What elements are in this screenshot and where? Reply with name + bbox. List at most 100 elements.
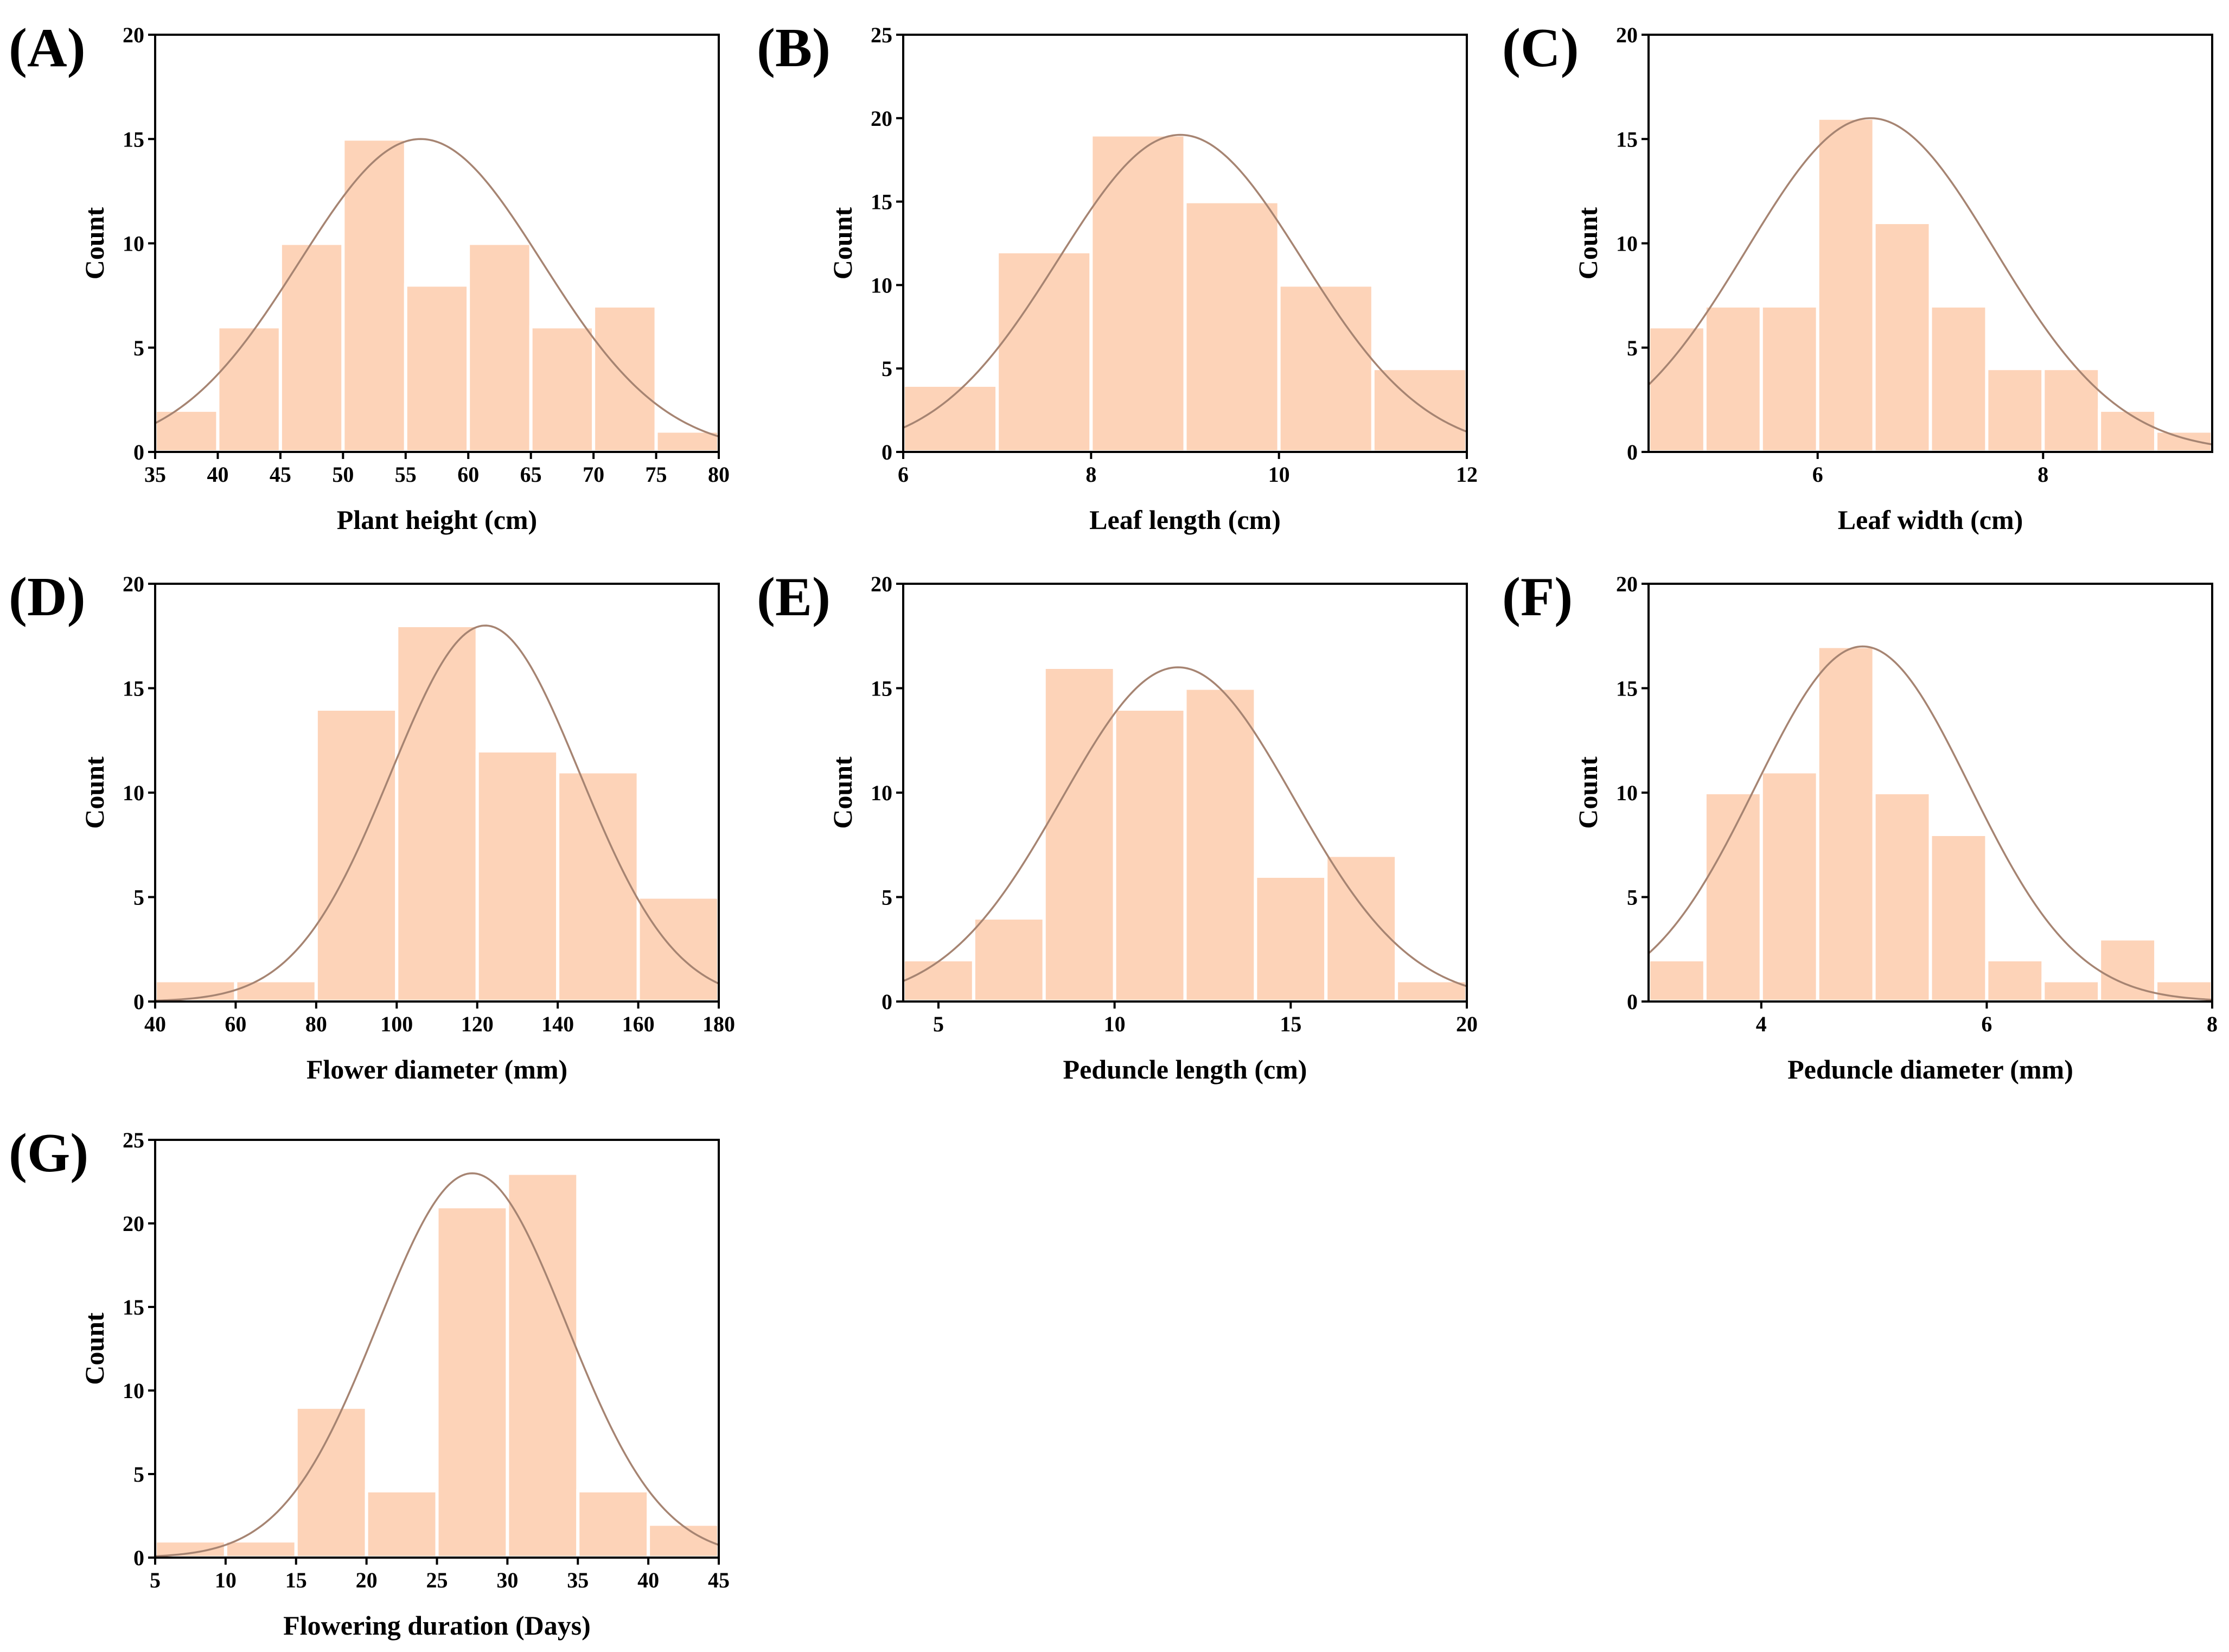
x-axis-title: Leaf width (cm) [1838,505,2023,535]
y-tick-label: 0 [1627,440,1638,464]
plot-frame [902,34,1468,453]
histogram-bar [1928,304,1989,454]
histogram-bar [341,137,407,454]
x-tick-label: 45 [708,1568,730,1592]
x-tick-label: 10 [1104,1012,1126,1036]
histogram-bar [1872,221,1932,454]
x-tick-label: 8 [1085,462,1096,487]
y-tick-label: 15 [871,677,892,701]
histogram-bar [1759,304,1819,454]
x-tick-label: 20 [1456,1012,1478,1036]
y-tick-label: 20 [123,1211,144,1236]
y-tick-label: 5 [882,356,892,381]
normal-fit-curve [155,138,719,438]
histogram-bar [1928,833,1989,1003]
histogram-bar [576,1489,650,1560]
x-tick-label: 6 [1981,1012,1992,1036]
histogram-bar [1395,979,1468,1003]
y-tick-label: 20 [123,23,144,47]
histogram-bar [154,409,220,454]
normal-fit-curve [155,1172,719,1558]
y-tick-label: 0 [133,1546,144,1570]
y-tick-label: 25 [871,23,892,47]
histogram-bar [2098,409,2158,454]
x-tick-label: 6 [898,462,909,487]
x-tick-label: 120 [461,1012,494,1036]
histogram-bar [314,707,399,1003]
y-tick-label: 15 [123,127,144,151]
x-tick-label: 140 [541,1012,574,1036]
histogram-bar [216,325,282,454]
histogram-bar [1816,645,1876,1003]
y-tick-label: 20 [871,572,892,596]
panel-f: 0 5 10 15 20 4 6 8 Peduncle diameter (mm) Count (F… [1502,566,2218,1085]
y-tick-label: 0 [1627,990,1638,1014]
histogram-bar [1089,133,1187,454]
x-tick-label: 8 [2038,462,2048,487]
x-axis-title: Plant height (cm) [337,505,537,535]
x-tick-label: 80 [708,462,730,487]
normal-fit-curve [903,666,1467,987]
x-tick-label: 20 [356,1568,378,1592]
histogram-bar [902,958,975,1003]
y-axis-title: Count [79,756,110,829]
x-tick-label: 80 [305,1012,327,1036]
y-axis-title: Count [827,207,858,279]
x-axis-title: Peduncle length (cm) [1063,1054,1307,1085]
y-tick-label: 15 [123,677,144,701]
panel-letter: (A) [9,17,86,79]
x-tick-label: 5 [150,1568,161,1592]
x-tick-label: 180 [702,1012,735,1036]
histogram-bar [1324,853,1398,1003]
x-tick-label: 45 [270,462,291,487]
y-tick-label: 20 [871,106,892,131]
histogram-bar [1042,666,1116,1003]
y-tick-label: 0 [133,990,144,1014]
y-tick-label: 5 [882,885,892,910]
y-axis-title: Count [1573,756,1603,829]
y-tick-label: 5 [133,1462,144,1487]
panel-b: 0 5 10 15 20 25 6 8 10 12 Leaf length (cm) Count (B) [757,17,1478,535]
y-tick-label: 10 [123,1379,144,1403]
y-tick-label: 5 [1627,336,1638,360]
histogram-bar [467,241,533,454]
y-tick-label: 10 [123,781,144,805]
x-tick-label: 65 [520,462,542,487]
panel-letter: (C) [1502,17,1579,79]
x-tick-label: 6 [1812,462,1823,487]
histogram-bar [404,283,470,454]
histogram-bar [2041,367,2102,454]
y-tick-label: 10 [871,781,892,805]
x-tick-label: 70 [583,462,604,487]
y-tick-label: 20 [1616,23,1638,47]
histogram-bar [1703,791,1763,1003]
panel-e: 0 5 10 15 20 5 10 15 20 Peduncle length (cm) Count… [757,566,1478,1085]
y-tick-label: 0 [882,440,892,464]
panel-letter: (E) [757,566,831,628]
x-tick-label: 50 [332,462,354,487]
y-axis-title: Count [827,756,858,829]
histogram-bar [475,749,560,1003]
y-tick-label: 15 [1616,677,1638,701]
histogram-bar [1183,200,1281,454]
y-axis-title: Count [79,1312,110,1385]
x-tick-label: 60 [457,462,479,487]
y-tick-label: 5 [1627,885,1638,910]
x-tick-label: 5 [933,1012,944,1036]
x-tick-label: 30 [496,1568,518,1592]
histogram-bar [1985,367,2045,454]
histogram-bar [1647,325,1707,454]
x-axis-title: Leaf length (cm) [1089,505,1281,535]
y-tick-label: 10 [1616,781,1638,805]
panel-c: 0 5 10 15 20 6 8 Leaf width (cm) Count (C) [1502,17,2214,535]
histogram-bar [223,1539,298,1559]
x-tick-label: 10 [1268,462,1290,487]
x-tick-label: 40 [207,462,228,487]
x-tick-label: 8 [2207,1012,2218,1036]
x-tick-label: 40 [637,1568,659,1592]
histogram-bar [1647,958,1707,1003]
x-tick-label: 100 [380,1012,413,1036]
